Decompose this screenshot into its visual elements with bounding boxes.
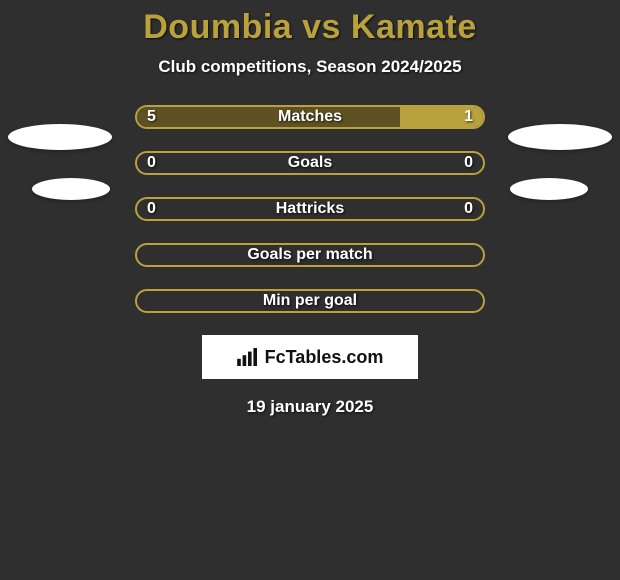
stat-bar — [135, 289, 485, 313]
stat-row: Min per goal — [135, 289, 485, 313]
stat-row: Goals00 — [135, 151, 485, 175]
decorative-ellipse — [508, 124, 612, 150]
stat-bar — [135, 243, 485, 267]
stat-bar — [135, 105, 485, 129]
stat-row: Matches51 — [135, 105, 485, 129]
bar-chart-icon — [237, 348, 259, 366]
page-subtitle: Club competitions, Season 2024/2025 — [0, 57, 620, 77]
stat-bar — [135, 197, 485, 221]
stat-bar — [135, 151, 485, 175]
snapshot-date: 19 january 2025 — [0, 397, 620, 417]
decorative-ellipse — [32, 178, 110, 200]
decorative-ellipse — [8, 124, 112, 150]
source-logo-text: FcTables.com — [265, 347, 384, 368]
page-title: Doumbia vs Kamate — [0, 0, 620, 47]
comparison-infographic: Doumbia vs Kamate Club competitions, Sea… — [0, 0, 620, 580]
decorative-ellipse — [510, 178, 588, 200]
stat-row: Goals per match — [135, 243, 485, 267]
source-logo: FcTables.com — [202, 335, 418, 379]
stat-row: Hattricks00 — [135, 197, 485, 221]
stat-bar-left-fill — [137, 107, 400, 127]
stat-bar-right-fill — [400, 107, 483, 127]
